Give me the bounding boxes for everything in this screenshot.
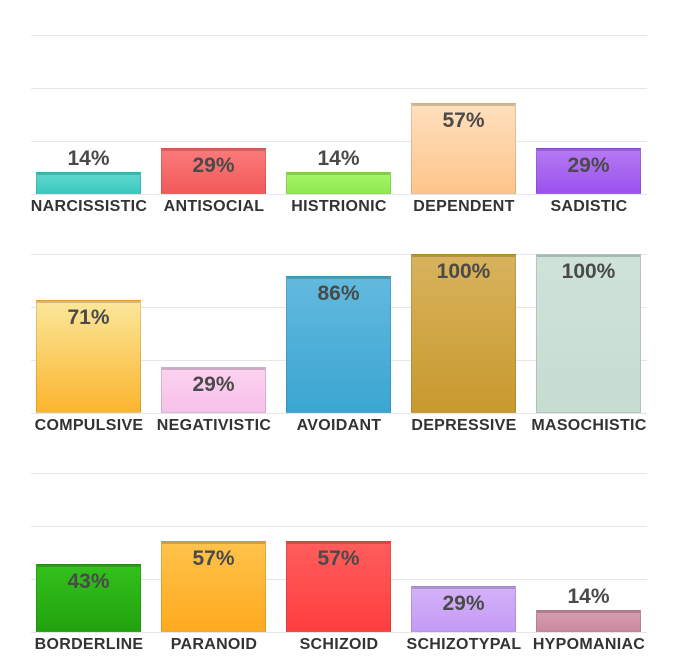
bar-top-edge <box>537 149 640 151</box>
category-label: HISTRIONIC <box>291 198 387 215</box>
category-label: COMPULSIVE <box>34 417 144 434</box>
bar-value-label: 14% <box>317 147 360 170</box>
bar-top-edge <box>287 277 390 279</box>
bar-top-edge <box>37 173 140 175</box>
bar-dependent: 57% <box>411 103 516 194</box>
category-label: NARCISSISTIC <box>30 198 148 215</box>
category-label: HYPOMANIAC <box>532 636 646 653</box>
chart-panel-1: 14% NARCISSISTIC 29% ANTISOCIAL 14% HISTRIONI… <box>0 0 688 230</box>
gridline <box>31 254 647 255</box>
gridline <box>31 141 647 142</box>
bar-value-label: 43% <box>67 570 110 593</box>
bar-top-edge <box>162 149 265 151</box>
category-label: DEPRESSIVE <box>411 417 517 434</box>
bar-masochistic: 100% <box>536 254 641 413</box>
bar-value-label: 14% <box>67 147 110 170</box>
bar-sadistic: 29% <box>536 148 641 194</box>
bar-top-edge <box>287 173 390 175</box>
gridline <box>31 473 647 474</box>
bar-value-label: 57% <box>442 109 485 132</box>
bar-value-label: 57% <box>192 547 235 570</box>
bar-value-label: 29% <box>192 154 235 177</box>
bar-top-edge <box>162 542 265 544</box>
bar-value-label: 29% <box>192 373 235 396</box>
category-label: SADISTIC <box>550 198 628 215</box>
bar-top-edge <box>412 587 515 589</box>
category-label: DEPENDENT <box>413 198 515 215</box>
gridline <box>31 413 647 414</box>
bar-depressive: 100% <box>411 254 516 413</box>
bar-schizotypal: 29% <box>411 586 516 632</box>
gridline <box>31 194 647 195</box>
gridline <box>31 632 647 633</box>
category-label: MASOCHISTIC <box>531 417 647 434</box>
bar-top-edge <box>537 255 640 257</box>
bar-paranoid: 57% <box>161 541 266 632</box>
category-label: ANTISOCIAL <box>163 198 265 215</box>
bar-value-label: 71% <box>67 306 110 329</box>
category-label: BORDERLINE <box>34 636 144 653</box>
bar-value-label: 29% <box>442 592 485 615</box>
category-label: AVOIDANT <box>296 417 382 434</box>
bar-negativistic: 29% <box>161 367 266 413</box>
bar-antisocial: 29% <box>161 148 266 194</box>
bar-top-edge <box>412 104 515 106</box>
gridline <box>31 88 647 89</box>
bar-top-edge <box>37 301 140 303</box>
category-label: SCHIZOTYPAL <box>406 636 522 653</box>
bar-histrionic: 14% <box>286 148 391 194</box>
bar-value-label: 100% <box>561 260 616 283</box>
bar-compulsive: 71% <box>36 300 141 413</box>
bar-top-edge <box>162 368 265 370</box>
bar-value-label: 14% <box>567 585 610 608</box>
bar-value-label: 100% <box>436 260 491 283</box>
bar-hypomaniac: 14% <box>536 586 641 632</box>
bar-top-edge <box>537 611 640 613</box>
gridline <box>31 526 647 527</box>
bar-narcissistic: 14% <box>36 148 141 194</box>
bar-value-label: 57% <box>317 547 360 570</box>
bar-schizoid: 57% <box>286 541 391 632</box>
category-label: PARANOID <box>170 636 258 653</box>
bar-top-edge <box>37 565 140 567</box>
bar-value-label: 29% <box>567 154 610 177</box>
bar-top-edge <box>287 542 390 544</box>
chart-panel-2: 71% COMPULSIVE 29% NEGATIVISTIC 86% AVOIDANT 1… <box>31 254 647 434</box>
category-label: NEGATIVISTIC <box>156 417 272 434</box>
bar-top-edge <box>412 255 515 257</box>
category-label: SCHIZOID <box>299 636 379 653</box>
gridline <box>31 35 647 36</box>
bar-avoidant: 86% <box>286 276 391 413</box>
bar-value-label: 86% <box>317 282 360 305</box>
bar-borderline: 43% <box>36 564 141 632</box>
